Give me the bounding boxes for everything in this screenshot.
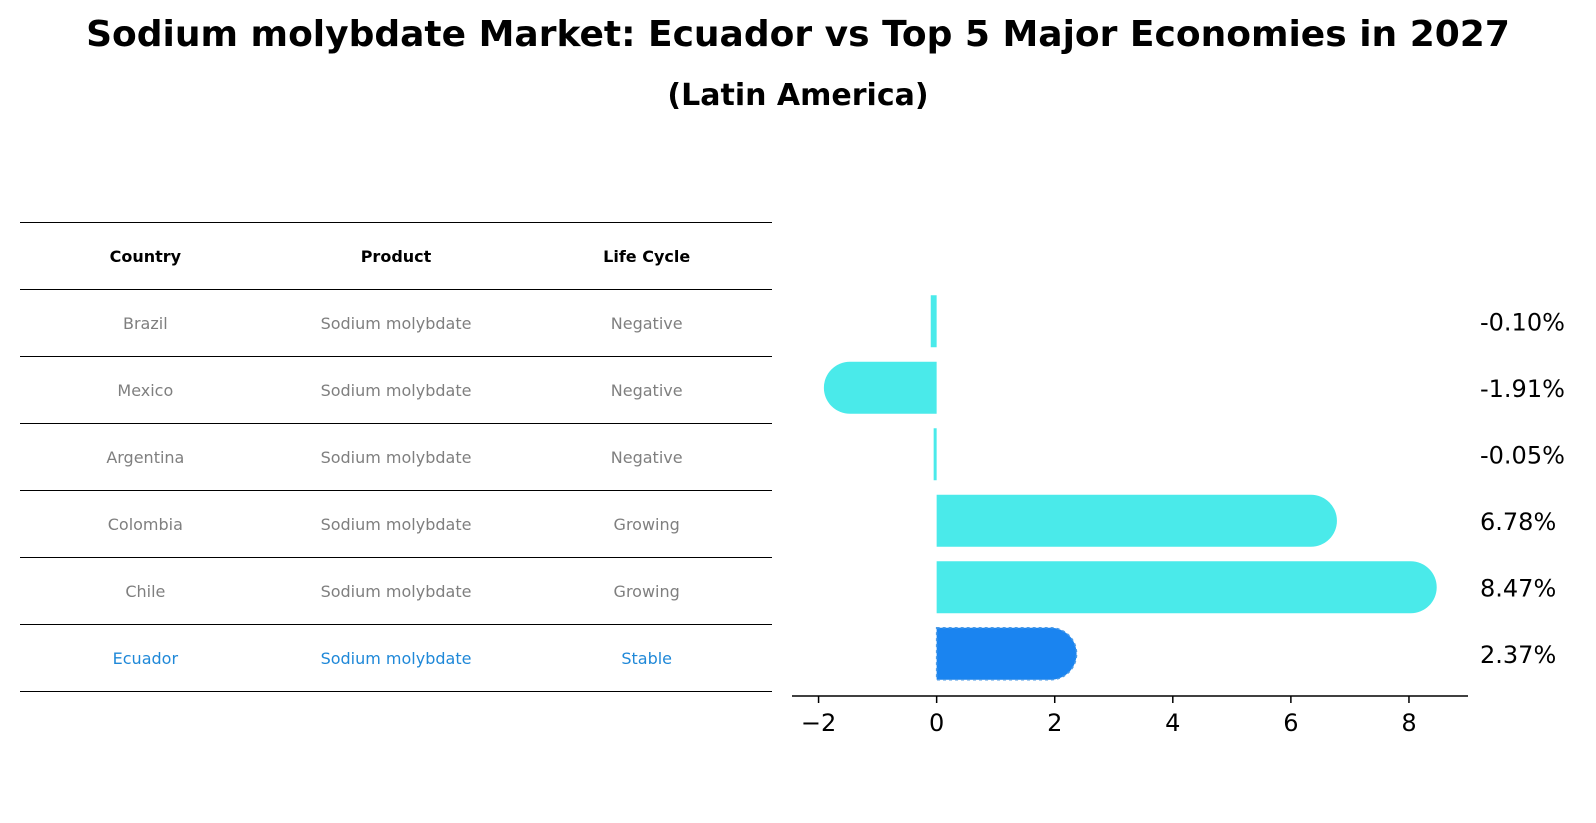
cell-country: Chile bbox=[125, 581, 166, 601]
cell-product: Sodium molybdate bbox=[320, 514, 472, 534]
cell-life-cycle: Growing bbox=[613, 581, 680, 601]
cell-product: Sodium molybdate bbox=[320, 380, 472, 400]
header-product: Product bbox=[360, 246, 432, 266]
market-table: Country Product Life Cycle Brazil Sodium… bbox=[20, 222, 772, 692]
cell-life-cycle: Negative bbox=[610, 447, 683, 467]
header-life-cycle: Life Cycle bbox=[603, 246, 691, 266]
cell-product: Sodium molybdate bbox=[320, 648, 472, 668]
cell-country: Colombia bbox=[107, 514, 183, 534]
cell-product: Sodium molybdate bbox=[320, 581, 472, 601]
chart-subtitle: (Latin America) bbox=[667, 78, 929, 113]
cell-product: Sodium molybdate bbox=[320, 313, 472, 333]
cell-country: Mexico bbox=[117, 380, 174, 400]
chart-title: Sodium molybdate Market: Ecuador vs Top … bbox=[86, 14, 1510, 55]
cell-life-cycle: Stable bbox=[621, 648, 673, 668]
data-label-argentina: -0.05% bbox=[1480, 441, 1565, 469]
bar-mexico bbox=[823, 361, 937, 414]
table-row: Chile Sodium molybdate Growing bbox=[20, 557, 772, 624]
table-row: Brazil Sodium molybdate Negative bbox=[20, 289, 772, 356]
bar-chile bbox=[936, 561, 1437, 614]
header-country: Country bbox=[109, 246, 182, 266]
data-label-mexico: -1.91% bbox=[1480, 375, 1565, 403]
data-label-chile: 8.47% bbox=[1480, 574, 1556, 602]
table-header-row: Country Product Life Cycle bbox=[20, 222, 772, 289]
cell-life-cycle: Negative bbox=[610, 313, 683, 333]
data-label-colombia: 6.78% bbox=[1480, 508, 1556, 536]
cell-life-cycle: Growing bbox=[613, 514, 680, 534]
table-row: Colombia Sodium molybdate Growing bbox=[20, 490, 772, 557]
cell-life-cycle: Negative bbox=[610, 380, 683, 400]
bar-brazil bbox=[930, 295, 937, 348]
x-tick-label: 4 bbox=[1165, 709, 1180, 737]
bar-argentina bbox=[933, 428, 937, 481]
x-tick-label: 6 bbox=[1283, 709, 1298, 737]
data-label-brazil: -0.10% bbox=[1480, 308, 1565, 336]
cell-country: Brazil bbox=[123, 313, 168, 333]
data-label-ecuador: 2.37% bbox=[1480, 641, 1556, 669]
cell-product: Sodium molybdate bbox=[320, 447, 472, 467]
table-row-highlighted: Ecuador Sodium molybdate Stable bbox=[20, 624, 772, 692]
x-tick-label: 0 bbox=[929, 709, 944, 737]
table-row: Mexico Sodium molybdate Negative bbox=[20, 356, 772, 423]
cell-country: Argentina bbox=[106, 447, 185, 467]
x-tick-label: 2 bbox=[1047, 709, 1062, 737]
cell-country: Ecuador bbox=[112, 648, 179, 668]
x-tick-label: −2 bbox=[801, 709, 836, 737]
table-row: Argentina Sodium molybdate Negative bbox=[20, 423, 772, 490]
x-tick-label: 8 bbox=[1401, 709, 1416, 737]
bar-colombia bbox=[936, 494, 1337, 547]
bar-ecuador bbox=[935, 627, 1078, 681]
